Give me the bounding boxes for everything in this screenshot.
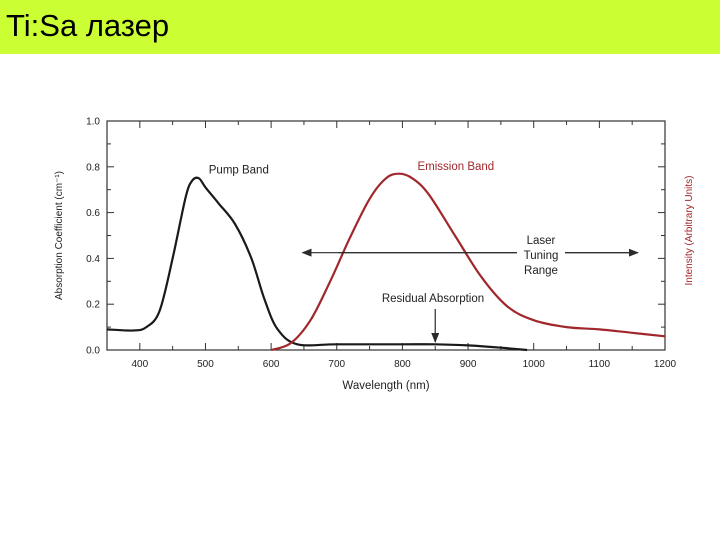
x-axis-title: Wavelength (nm) <box>342 380 429 392</box>
slide-title: Ti:Sa лазер <box>6 8 170 43</box>
tuning-range-label-line1: Laser <box>527 235 556 247</box>
y-tick-label: 1.0 <box>86 117 100 128</box>
x-tick-label: 700 <box>328 359 345 370</box>
tuning-range-label-line3: Range <box>524 265 558 277</box>
x-tick-label: 600 <box>263 359 280 370</box>
x-tick-label: 400 <box>131 359 148 370</box>
residual-absorption-label: Residual Absorption <box>382 293 484 305</box>
pump-band-line <box>106 176 528 352</box>
y-axis-title-left: Absorption Coefficient (cm⁻¹) <box>54 171 65 300</box>
y-tick-label: 0.8 <box>86 162 100 173</box>
x-tick-label: 1200 <box>654 359 677 370</box>
y-tick-label: 0.6 <box>86 208 100 219</box>
x-tick-label: 900 <box>460 359 477 370</box>
x-tick-label: 800 <box>394 359 411 370</box>
x-tick-label: 1000 <box>523 359 546 370</box>
title-bar: Ti:Sa лазер <box>0 0 720 54</box>
y-tick-label: 0.4 <box>86 254 100 265</box>
tuning-label-backdrop <box>517 231 565 281</box>
tuning-range-label-line2: Tuning <box>524 250 559 262</box>
emission-band-label: Emission Band <box>418 161 495 173</box>
y-tick-label: 0.0 <box>86 346 100 357</box>
y-axis-title-right: Intensity (Arbitrary Units) <box>684 175 695 285</box>
y-tick-label: 0.2 <box>86 300 100 311</box>
pump-band-label: Pump Band <box>209 165 269 177</box>
plot-frame <box>106 120 666 351</box>
emission-band-line <box>270 172 666 352</box>
x-tick-label: 500 <box>197 359 214 370</box>
x-tick-label: 1100 <box>589 359 611 370</box>
